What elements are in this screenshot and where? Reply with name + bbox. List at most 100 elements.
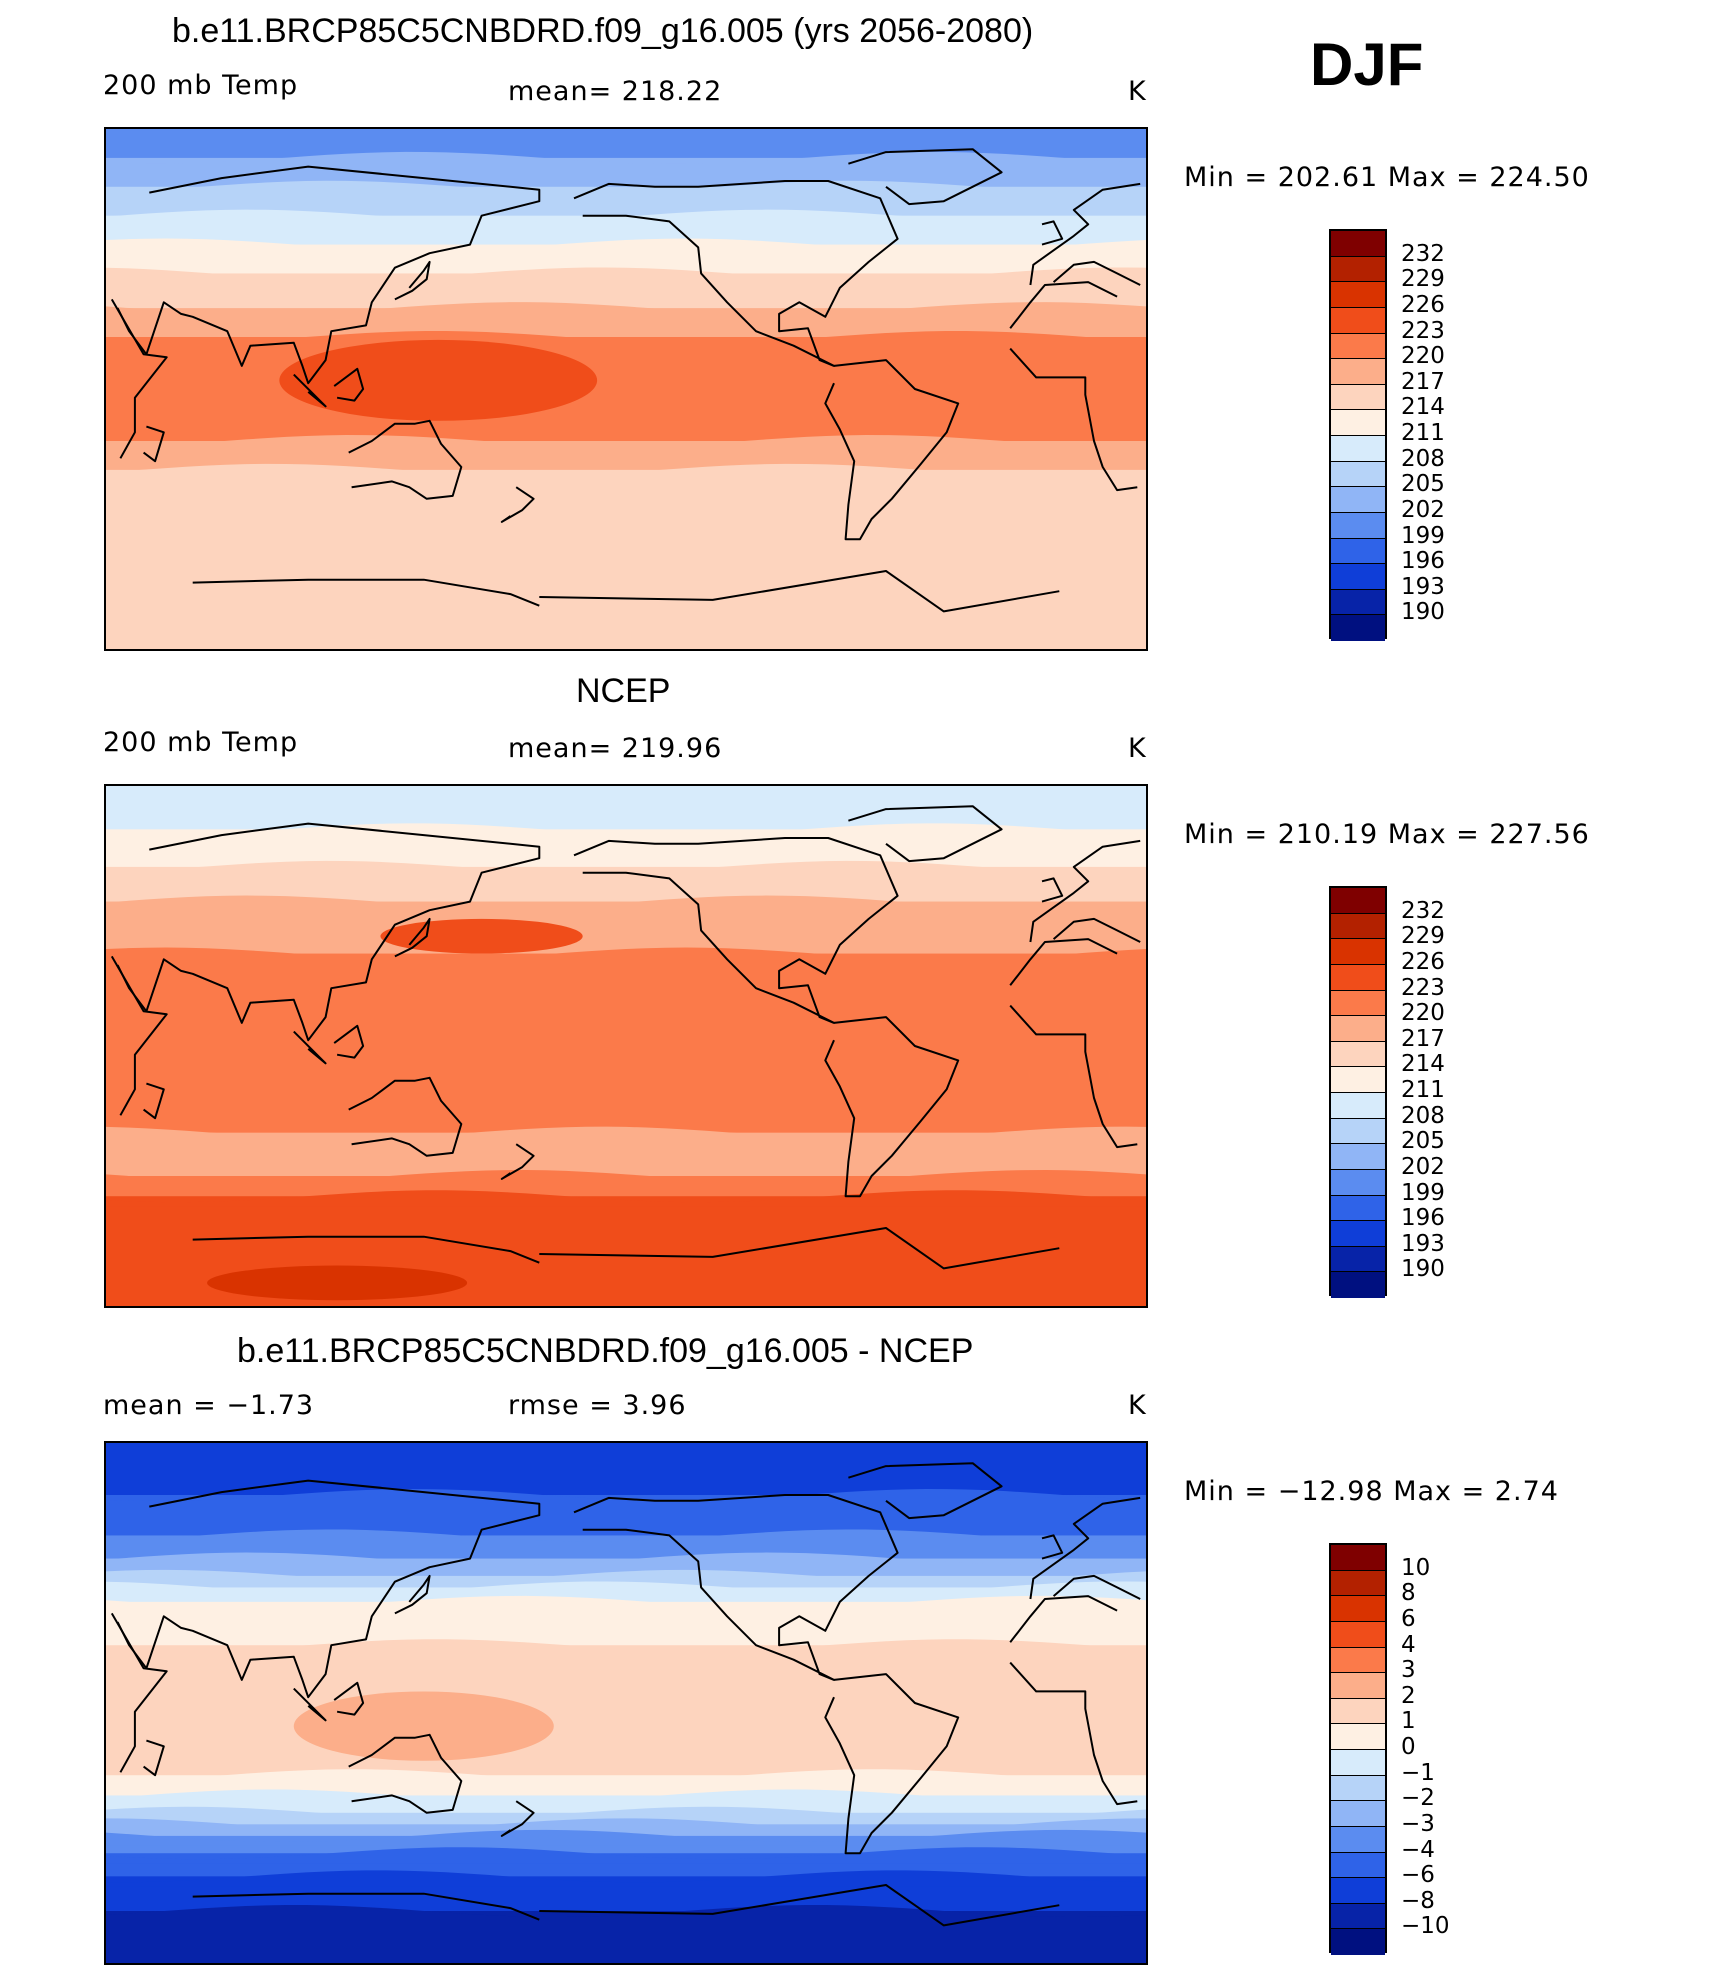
colorbar-swatch bbox=[1331, 1067, 1385, 1093]
panel-2-units-label: K bbox=[1128, 733, 1147, 764]
colorbar-tick-label: 199 bbox=[1401, 522, 1445, 549]
coastline bbox=[573, 180, 899, 367]
colorbar-swatch bbox=[1331, 307, 1385, 334]
colorbar-tick-label: 6 bbox=[1401, 1605, 1416, 1632]
coastline bbox=[192, 1884, 1060, 1927]
panel-2-mean-label: mean= 219.96 bbox=[508, 733, 723, 764]
coastline bbox=[848, 148, 1003, 206]
colorbar-swatch bbox=[1331, 990, 1385, 1017]
panel-3-minmax: Min = −12.98 Max = 2.74 bbox=[1184, 1476, 1559, 1507]
coastline bbox=[293, 1687, 327, 1722]
panel-3-colorbar bbox=[1329, 1543, 1387, 1955]
panel-1-title: b.e11.BRCP85C5CNBDRD.f09_g16.005 (yrs 20… bbox=[172, 12, 1034, 50]
contour-band bbox=[106, 469, 1146, 649]
colorbar-tick-label: 199 bbox=[1401, 1179, 1445, 1206]
colorbar-tick-label: 205 bbox=[1401, 471, 1445, 498]
contour-band-edge bbox=[106, 1639, 1146, 1656]
coastline bbox=[394, 917, 431, 958]
panel-1-colorbar bbox=[1329, 229, 1387, 641]
contour-band-edge bbox=[106, 1818, 1146, 1835]
colorbar-tick-label: 10 bbox=[1401, 1554, 1431, 1581]
coastline bbox=[348, 419, 463, 500]
coastline bbox=[116, 1479, 1141, 1699]
colorbar-tick-label: 220 bbox=[1401, 343, 1445, 370]
colorbar-swatch bbox=[1331, 615, 1385, 641]
coastline bbox=[824, 359, 960, 541]
panel-2-title: NCEP bbox=[576, 672, 671, 710]
colorbar-swatch bbox=[1331, 1698, 1385, 1725]
contour-band-edge bbox=[106, 1769, 1146, 1786]
panel-1-map bbox=[104, 127, 1148, 651]
colorbar-swatch bbox=[1331, 256, 1385, 283]
colorbar-swatch bbox=[1331, 1195, 1385, 1222]
contour-band-edge bbox=[106, 209, 1146, 226]
panel-3-title: b.e11.BRCP85C5CNBDRD.f09_g16.005 - NCEP bbox=[237, 1332, 974, 1370]
colorbar-swatch bbox=[1331, 1016, 1385, 1042]
coastline bbox=[293, 373, 327, 408]
contour-band-edge bbox=[106, 1126, 1146, 1143]
colorbar-tick-label: −3 bbox=[1401, 1810, 1435, 1837]
colorbar-tick-label: 190 bbox=[1401, 1256, 1445, 1283]
coastline bbox=[143, 1082, 165, 1120]
colorbar-swatch bbox=[1331, 1272, 1385, 1298]
colorbar-swatch bbox=[1331, 436, 1385, 462]
contour-band-edge bbox=[106, 267, 1146, 284]
contour-band-edge bbox=[106, 947, 1146, 964]
contour-band-edge bbox=[106, 331, 1146, 347]
colorbar-tick-label: −8 bbox=[1401, 1887, 1435, 1914]
colorbar-tick-label: 190 bbox=[1401, 599, 1445, 626]
colorbar-tick-label: 4 bbox=[1401, 1631, 1416, 1658]
panel-2-contour-field bbox=[106, 786, 1146, 1306]
panel-2-minmax: Min = 210.19 Max = 227.56 bbox=[1184, 819, 1590, 850]
colorbar-tick-label: 211 bbox=[1401, 420, 1445, 446]
coastline bbox=[573, 1494, 899, 1681]
colorbar-swatch bbox=[1331, 512, 1385, 539]
panel-1-contour-field bbox=[106, 129, 1146, 649]
coastline bbox=[824, 1016, 960, 1198]
contour-band-edge bbox=[106, 1529, 1146, 1546]
colorbar-swatch bbox=[1331, 1929, 1385, 1955]
colorbar-tick-label: 8 bbox=[1401, 1580, 1416, 1607]
coastline bbox=[116, 165, 1141, 385]
coastline bbox=[394, 1574, 431, 1615]
colorbar-swatch bbox=[1331, 487, 1385, 513]
colorbar-swatch bbox=[1331, 1801, 1385, 1827]
colorbar-swatch bbox=[1331, 1903, 1385, 1930]
colorbar-swatch bbox=[1331, 564, 1385, 590]
contour-band-edge bbox=[106, 435, 1146, 451]
colorbar-tick-label: 2 bbox=[1401, 1682, 1416, 1709]
colorbar-tick-label: 208 bbox=[1401, 1102, 1445, 1129]
colorbar-swatch bbox=[1331, 231, 1385, 257]
colorbar-swatch bbox=[1331, 1647, 1385, 1674]
coastline bbox=[1041, 220, 1064, 246]
colorbar-tick-label: 217 bbox=[1401, 1025, 1445, 1052]
coastline bbox=[848, 805, 1003, 863]
panel-1-variable-label: 200 mb Temp bbox=[103, 70, 299, 101]
colorbar-tick-label: 214 bbox=[1401, 1051, 1445, 1078]
contour-band bbox=[106, 1645, 1146, 1776]
colorbar-swatch bbox=[1331, 1775, 1385, 1802]
panel-1-minmax: Min = 202.61 Max = 224.50 bbox=[1184, 162, 1590, 193]
contour-band-edge bbox=[106, 1552, 1146, 1569]
coastline bbox=[116, 822, 1141, 1042]
colorbar-swatch bbox=[1331, 1673, 1385, 1699]
colorbar-tick-label: −10 bbox=[1401, 1913, 1450, 1940]
colorbar-tick-label: 226 bbox=[1401, 291, 1445, 318]
colorbar-swatch bbox=[1331, 538, 1385, 565]
panel-3-rmse-label: rmse = 3.96 bbox=[508, 1390, 687, 1421]
coastline bbox=[333, 1024, 365, 1059]
contour-band-edge bbox=[106, 1870, 1146, 1887]
contour-band-edge bbox=[106, 238, 1146, 255]
colorbar-swatch bbox=[1331, 1545, 1385, 1571]
panel-3-contour-field bbox=[106, 1443, 1146, 1963]
panel-2-variable-label: 200 mb Temp bbox=[103, 727, 299, 758]
colorbar-tick-label: 202 bbox=[1401, 1153, 1445, 1180]
colorbar-swatch bbox=[1331, 888, 1385, 914]
colorbar-tick-label: −2 bbox=[1401, 1785, 1435, 1812]
colorbar-tick-label: −1 bbox=[1401, 1759, 1435, 1786]
colorbar-tick-label: 217 bbox=[1401, 368, 1445, 395]
panel-2-colorbar bbox=[1329, 886, 1387, 1298]
colorbar-tick-label: 1 bbox=[1401, 1708, 1416, 1735]
panel-1-mean-label: mean= 218.22 bbox=[508, 76, 723, 107]
colorbar-swatch bbox=[1331, 282, 1385, 308]
